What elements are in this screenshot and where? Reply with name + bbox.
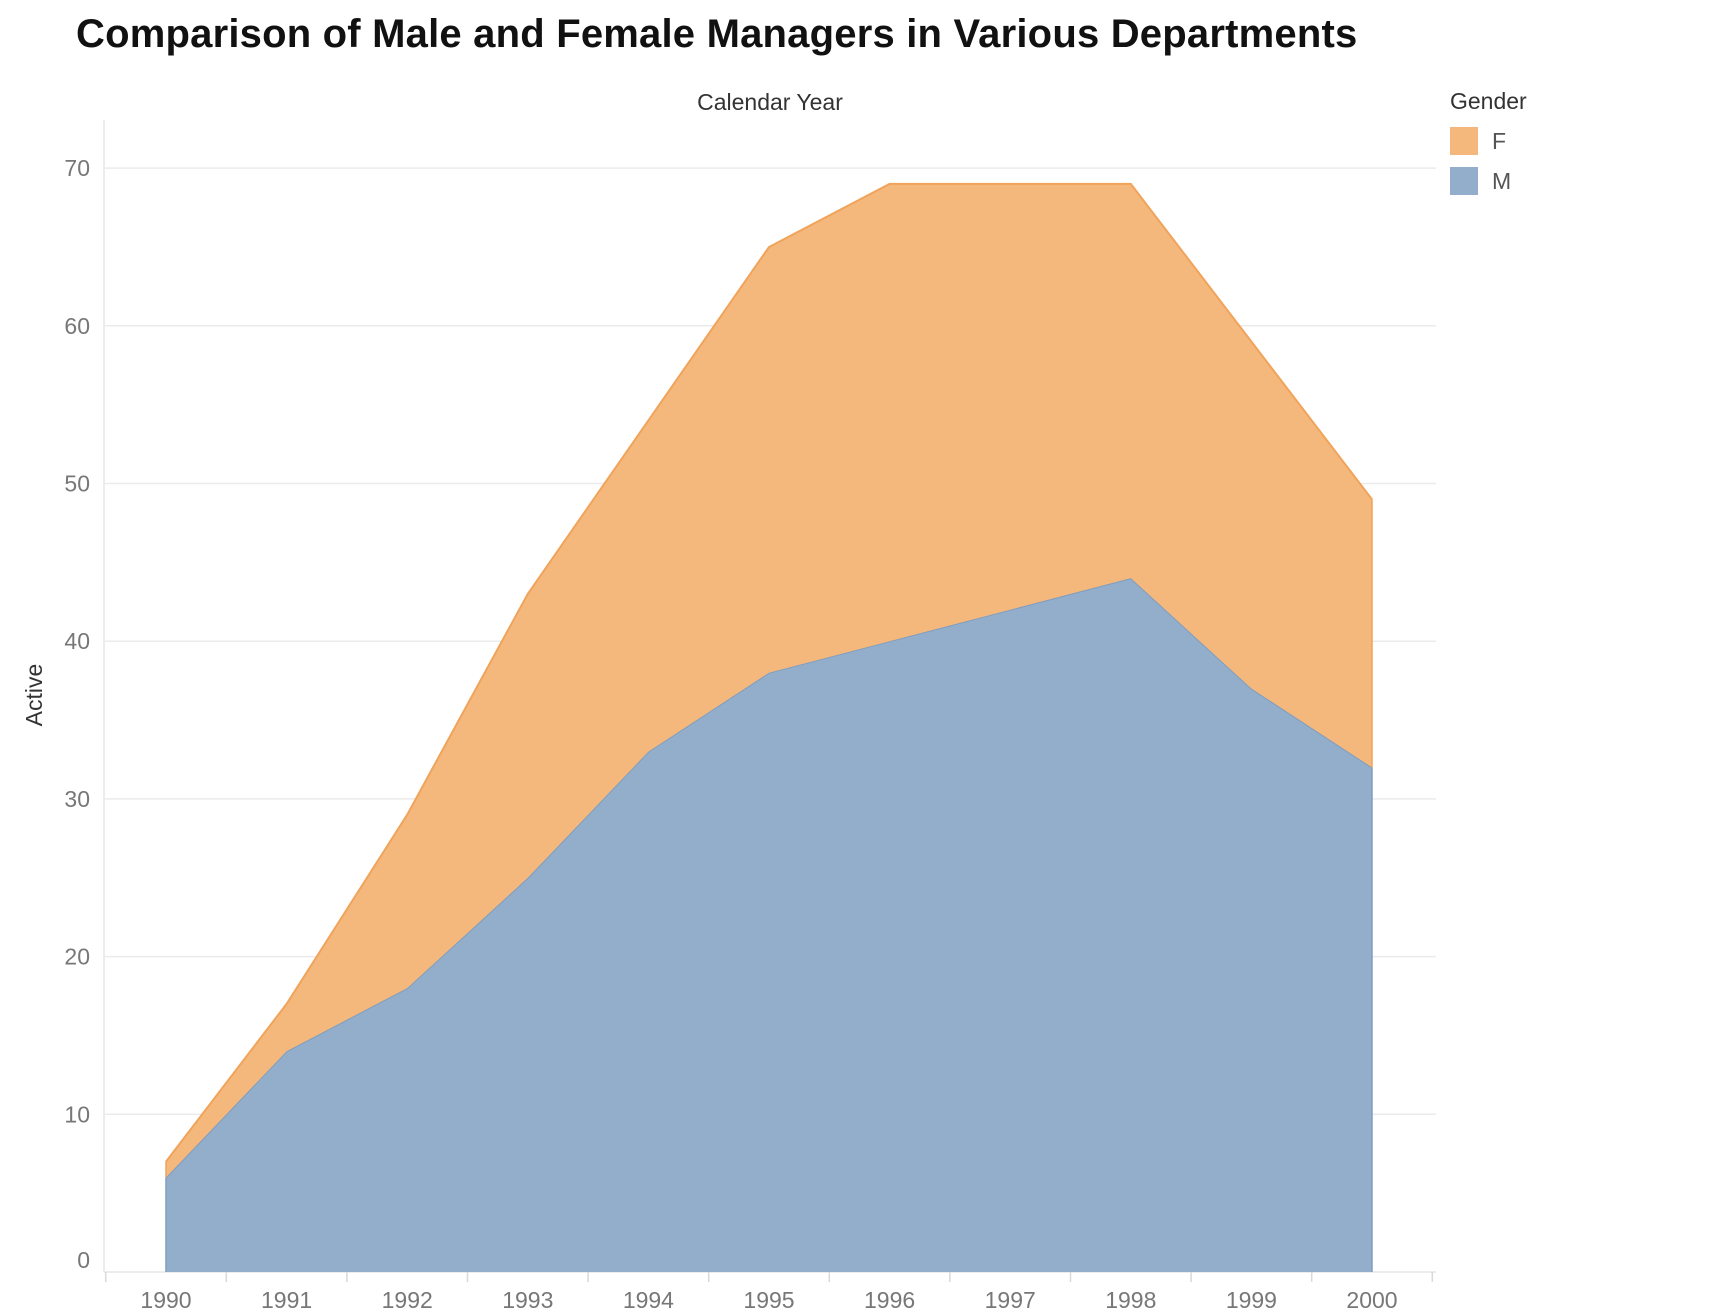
stacked-areas [165, 182, 1373, 1272]
y-tick-label: 50 [64, 471, 90, 497]
area-line-f [165, 182, 1373, 1163]
legend-swatch-m [1450, 167, 1478, 195]
x-tick-label: 1992 [382, 1287, 433, 1310]
y-tick-label: 60 [64, 313, 90, 339]
x-tick-label: 1999 [1226, 1287, 1277, 1310]
y-tick-label: 30 [64, 786, 90, 812]
x-tick-label: 1993 [502, 1287, 553, 1310]
x-tick-label: 1991 [261, 1287, 312, 1310]
y-tick-label: 0 [77, 1247, 90, 1273]
area-series-f [166, 183, 1372, 1178]
legend: Gender F M [1450, 88, 1527, 201]
y-axis: 0 10 20 30 40 50 60 70 [64, 155, 90, 1273]
y-tick-label: 20 [64, 944, 90, 970]
x-tick-label: 1996 [864, 1287, 915, 1310]
x-tick-label: 1995 [743, 1287, 794, 1310]
area-series-m [166, 578, 1372, 1272]
x-axis-title: Calendar Year [697, 89, 843, 115]
y-tick-label: 70 [64, 155, 90, 181]
x-tick-label: 2000 [1346, 1287, 1397, 1310]
x-tick-label: 1990 [140, 1287, 191, 1310]
x-tick-label: 1994 [623, 1287, 674, 1310]
legend-swatch-f [1450, 127, 1478, 155]
y-tick-label: 10 [64, 1101, 90, 1127]
y-axis-title: Active [21, 664, 47, 727]
x-tick-label: 1998 [1105, 1287, 1156, 1310]
y-tick-label: 40 [64, 628, 90, 654]
legend-label-m: M [1492, 167, 1512, 194]
x-axis: 1990 1991 1992 1993 1994 1995 1996 1997 1998 1999… [104, 1272, 1434, 1310]
legend-title: Gender [1450, 88, 1527, 114]
legend-item-m[interactable]: M [1450, 161, 1527, 201]
x-tick-label: 1997 [985, 1287, 1036, 1310]
legend-label-f: F [1492, 127, 1507, 154]
legend-item-f[interactable]: F [1450, 121, 1527, 161]
chart-title: Comparison of Male and Female Managers i… [76, 12, 1358, 56]
